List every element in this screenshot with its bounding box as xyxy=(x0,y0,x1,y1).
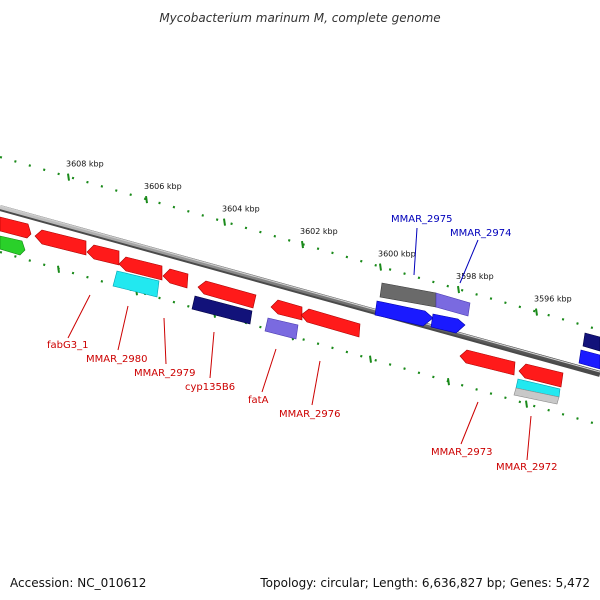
gene-feature-red-g xyxy=(459,349,516,376)
gene-label-MMAR_2976: MMAR_2976 xyxy=(279,409,341,420)
gene-label-MMAR_2979: MMAR_2979 xyxy=(134,368,196,379)
gene-labels: fabG3_1 MMAR_2980 MMAR_2979 cyp135B6 fat… xyxy=(47,214,558,473)
leader-MMAR_2976 xyxy=(311,360,321,406)
reverse-strand-genes xyxy=(0,216,564,405)
gene-feature-silver xyxy=(513,387,560,405)
gene-feature-blue xyxy=(374,300,434,327)
accession-text: Accession: NC_010612 xyxy=(10,576,146,590)
leader-cyp135B6 xyxy=(209,331,215,379)
genome-backbone xyxy=(0,205,600,377)
inner-dotted-ring xyxy=(0,250,600,427)
inner-tick-mark xyxy=(447,378,450,386)
gene-label-fabG3_1: fabG3_1 xyxy=(47,340,88,351)
gene-feature-purple-fatA xyxy=(264,317,299,340)
gene-label-MMAR_2973: MMAR_2973 xyxy=(431,447,493,458)
outer-tick-mark xyxy=(457,285,460,294)
gene-feature-green-edge xyxy=(0,235,26,256)
outer-tick-mark xyxy=(223,218,226,226)
map-title: Mycobacterium marinum M, complete genome xyxy=(159,11,440,25)
outer-tick-mark xyxy=(301,240,304,249)
gene-feature-cyan xyxy=(112,270,160,298)
kbp-tick-label: 3598 kbp xyxy=(456,272,494,281)
leader-MMAR_2973 xyxy=(460,401,479,445)
gene-label-MMAR_2980: MMAR_2980 xyxy=(86,354,148,365)
gene-feature-red-edge xyxy=(0,216,32,239)
gene-leader-lines xyxy=(67,227,532,461)
kbp-tick-label: 3596 kbp xyxy=(534,295,572,304)
gene-feature-red-e xyxy=(270,299,303,321)
gene-feature-purple xyxy=(435,292,471,317)
gene-label-fatA: fatA xyxy=(248,395,269,406)
kbp-tick-label: 3604 kbp xyxy=(222,205,260,214)
leader-MMAR_2972 xyxy=(526,415,532,461)
outer-tick-mark xyxy=(379,263,382,271)
gene-label-MMAR_2974: MMAR_2974 xyxy=(450,228,512,239)
outer-tick-mark xyxy=(145,195,148,204)
gene-feature-navy xyxy=(191,295,253,325)
gene-feature-red-h xyxy=(518,363,564,388)
forward-strand-genes xyxy=(374,282,600,370)
gene-feature-red-c xyxy=(162,268,189,289)
inner-tick-mark xyxy=(57,265,60,273)
genome-summary-text: Topology: circular; Length: 6,636,827 bp… xyxy=(259,576,590,590)
gene-label-MMAR_2975: MMAR_2975 xyxy=(391,214,453,225)
scale-ticks: 3596 kbp 3598 kbp 3600 kbp 3602 kbp 3604 kbp… xyxy=(57,160,572,408)
gene-feature-blue-edge xyxy=(578,349,600,370)
inner-tick-mark xyxy=(369,355,372,363)
leader-fatA xyxy=(261,348,277,393)
gene-feature-blue-2 xyxy=(430,313,466,334)
gene-feature-red-d xyxy=(197,280,257,309)
gene-feature-red-b xyxy=(118,256,163,281)
outer-tick-mark xyxy=(67,173,70,181)
kbp-tick-label: 3602 kbp xyxy=(300,227,338,236)
gene-feature-navy-edge xyxy=(582,332,600,352)
gene-feature-red-f xyxy=(300,308,361,338)
kbp-tick-label: 3600 kbp xyxy=(378,250,416,259)
leader-fabG3_1 xyxy=(67,294,91,339)
leader-MMAR_2979 xyxy=(163,317,167,365)
outer-dotted-ring xyxy=(0,155,600,332)
gene-feature-red-fabG3 xyxy=(34,229,87,256)
inner-tick-mark xyxy=(525,400,528,408)
kbp-tick-label: 3606 kbp xyxy=(144,182,182,191)
gene-label-MMAR_2972: MMAR_2972 xyxy=(496,462,558,473)
leader-MMAR_2980 xyxy=(117,305,129,351)
gene-label-cyp135B6: cyp135B6 xyxy=(185,382,235,393)
leader-MMAR_2975 xyxy=(413,227,418,276)
leader-MMAR_2974 xyxy=(459,239,479,284)
kbp-tick-label: 3608 kbp xyxy=(66,160,104,169)
gene-feature-red-a xyxy=(86,244,120,266)
outer-tick-mark xyxy=(535,308,538,316)
